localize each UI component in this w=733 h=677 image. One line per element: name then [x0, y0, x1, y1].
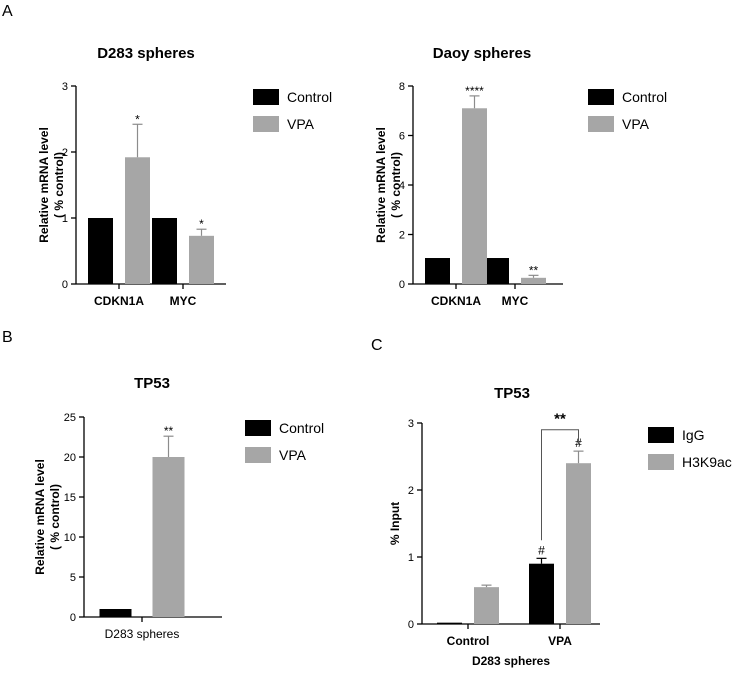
chart-1: A D283 spheres 0 1 2 3 Relative mRNA level( % … [2, 3, 332, 308]
y-tick-label: 1 [62, 213, 68, 225]
significance-label: ** [164, 424, 174, 438]
significance-label: **** [465, 84, 484, 98]
bar-vpa [189, 235, 214, 284]
legend-swatch [253, 116, 279, 132]
y-tick-label: 4 [399, 180, 405, 192]
legend-swatch [588, 89, 614, 105]
y-tick-label: 2 [62, 147, 68, 159]
legend-label: H3K9ac [682, 454, 732, 470]
y-tick-label: 3 [408, 418, 414, 430]
bar-igg [437, 622, 462, 624]
chart-title: TP53 [494, 385, 530, 402]
panel-label: B [2, 329, 13, 346]
x-axis-label: D283 spheres [472, 654, 550, 668]
legend-swatch [245, 447, 271, 463]
y-axis-label: Relative mRNA level [37, 127, 51, 243]
y-tick-label: 2 [408, 485, 414, 497]
legend-swatch [648, 454, 674, 470]
x-tick-label: D283 spheres [105, 627, 180, 641]
y-tick-label: 10 [64, 532, 76, 544]
chart-3: B TP53 0 5 10 15 20 25 Relative mRNA level( % co… [2, 329, 324, 641]
bar-control [484, 258, 509, 284]
y-axis-label: % Input [388, 502, 402, 545]
bracket-label: ** [554, 411, 566, 428]
significance-bracket [541, 429, 579, 541]
y-tick-label: 3 [62, 81, 68, 93]
legend-label: IgG [682, 427, 705, 443]
legend-swatch [253, 89, 279, 105]
legend-swatch [245, 420, 271, 436]
y-tick-label: 25 [64, 412, 76, 424]
y-tick-label: 0 [70, 612, 76, 624]
y-axis-label: Relative mRNA level [374, 127, 388, 243]
panel-label: C [371, 337, 383, 354]
chart-title: D283 spheres [97, 45, 195, 62]
y-tick-label: 5 [70, 572, 76, 584]
chart-title: Daoy spheres [433, 45, 531, 62]
legend-swatch [648, 427, 674, 443]
x-tick-label: Control [447, 634, 490, 648]
bar-control [152, 218, 177, 284]
y-axis-label: ( % control) [48, 484, 62, 550]
x-tick-label: MYC [170, 294, 197, 308]
legend-label: Control [279, 420, 324, 436]
bar-h3k9ac [474, 587, 499, 624]
y-axis-label: ( % control) [389, 152, 403, 218]
chart-title: TP53 [134, 375, 170, 392]
x-tick-label: CDKN1A [94, 294, 144, 308]
y-tick-label: 8 [399, 81, 405, 93]
bar-control [88, 218, 113, 284]
legend-label: Control [287, 89, 332, 105]
y-tick-label: 20 [64, 452, 76, 464]
y-tick-label: 15 [64, 492, 76, 504]
legend-label: VPA [279, 447, 307, 463]
y-axis-label: ( % control) [52, 152, 66, 218]
panel-label: A [2, 3, 13, 20]
bar-vpa [462, 108, 487, 285]
legend-swatch [588, 116, 614, 132]
significance-label: ** [529, 263, 539, 277]
x-tick-label: CDKN1A [431, 294, 481, 308]
legend-label: VPA [622, 116, 650, 132]
y-tick-label: 0 [408, 619, 414, 631]
bar-vpa [521, 277, 546, 284]
y-axis-label: Relative mRNA level [33, 459, 47, 575]
bar-igg [529, 563, 554, 624]
bar-vpa [152, 457, 185, 617]
x-tick-label: MYC [502, 294, 529, 308]
bar-vpa [125, 157, 150, 284]
y-tick-label: 6 [399, 131, 405, 143]
y-tick-label: 0 [62, 279, 68, 291]
significance-label: * [199, 217, 204, 231]
bar-control [99, 609, 132, 617]
y-tick-label: 0 [399, 279, 405, 291]
x-tick-label: VPA [548, 634, 572, 648]
bar-h3k9ac [566, 463, 591, 624]
significance-label: # [538, 543, 545, 557]
significance-label: * [135, 112, 140, 126]
legend-label: Control [622, 89, 667, 105]
legend-label: VPA [287, 116, 315, 132]
chart-2: Daoy spheres 0 2 4 6 8 Relative mRNA level( % … [374, 45, 667, 308]
y-tick-label: 2 [399, 230, 405, 242]
bar-control [425, 258, 450, 284]
y-tick-label: 1 [408, 552, 414, 564]
